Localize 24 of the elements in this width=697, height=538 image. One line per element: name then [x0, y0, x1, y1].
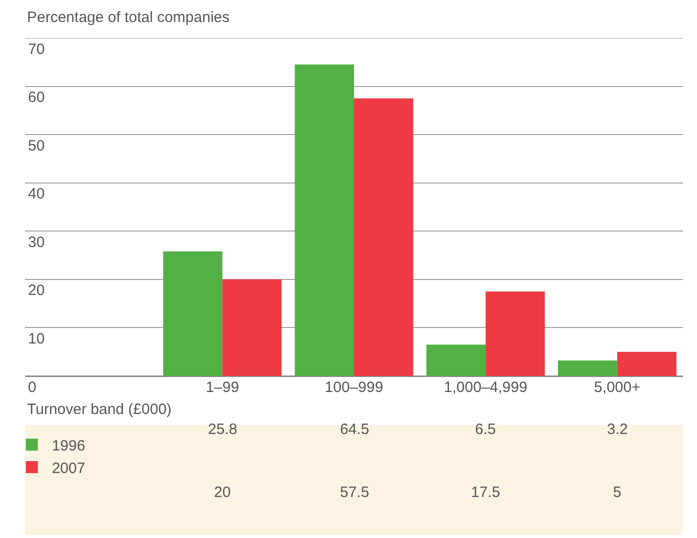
data-label: 20 — [214, 484, 231, 501]
y-tick-label: 50 — [28, 137, 45, 154]
data-label: 3.2 — [607, 421, 628, 438]
y-tick-label: 0 — [28, 378, 36, 396]
data-label: 5 — [613, 484, 622, 501]
data-label: 17.5 — [471, 484, 500, 501]
y-tick-label: 10 — [28, 330, 45, 348]
y-tick-label: 20 — [28, 282, 45, 300]
legend-label: 2007 — [52, 460, 86, 477]
y-tick-label: 70 — [28, 40, 45, 58]
data-label: 6.5 — [475, 421, 496, 438]
data-label: 57.5 — [340, 484, 370, 501]
y-tick-label: 30 — [28, 234, 45, 251]
x-tick-label: 100–999 — [324, 379, 384, 396]
y-tick-label: 40 — [28, 186, 45, 203]
x-tick-label: 1–99 — [206, 379, 240, 396]
y-tick-label: 60 — [28, 89, 45, 106]
x-axis-title: Turnover band (£000) — [27, 401, 172, 418]
x-tick-label: 1,000–4,999 — [444, 379, 528, 396]
data-label: 64.5 — [340, 421, 370, 438]
y-axis-title: Percentage of total companies — [27, 9, 230, 26]
legend-label: 1996 — [52, 437, 86, 454]
x-tick-label: 5,000+ — [594, 379, 641, 396]
data-label: 25.8 — [208, 421, 238, 438]
